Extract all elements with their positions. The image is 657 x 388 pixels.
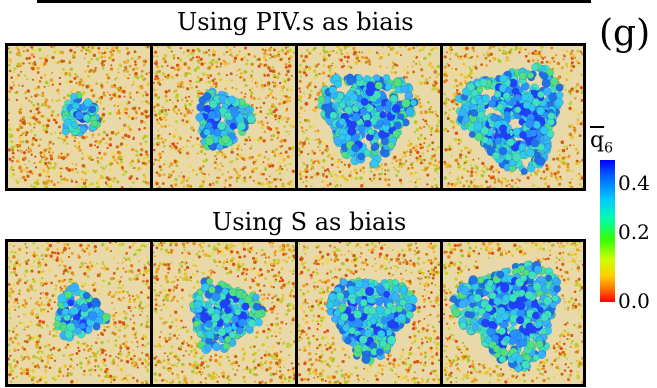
strip-s <box>5 239 586 387</box>
snapshot-piv-1 <box>8 46 150 188</box>
snapshot-piv-2 <box>153 46 295 188</box>
strip-piv <box>5 43 586 191</box>
colorbar <box>600 160 615 302</box>
colorbar-tick-mid: 0.2 <box>618 220 650 244</box>
title-s-row: Using S as biais <box>212 208 407 236</box>
panel-label: (g) <box>599 13 651 54</box>
colorbar-title: q6 <box>590 128 613 161</box>
top-rule <box>37 0 591 3</box>
snapshot-s-1 <box>8 242 150 384</box>
snapshot-s-3 <box>298 242 440 384</box>
snapshot-piv-3 <box>298 46 440 188</box>
colorbar-title-var: q <box>590 128 605 153</box>
snapshot-piv-4 <box>443 46 583 188</box>
title-piv-row: Using PIV.s as biais <box>177 8 414 36</box>
snapshot-s-4 <box>443 242 583 384</box>
colorbar-tick-top: 0.4 <box>618 171 650 195</box>
colorbar-title-sub: 6 <box>604 140 614 157</box>
snapshot-s-2 <box>153 242 295 384</box>
colorbar-tick-bottom: 0.0 <box>618 289 650 313</box>
